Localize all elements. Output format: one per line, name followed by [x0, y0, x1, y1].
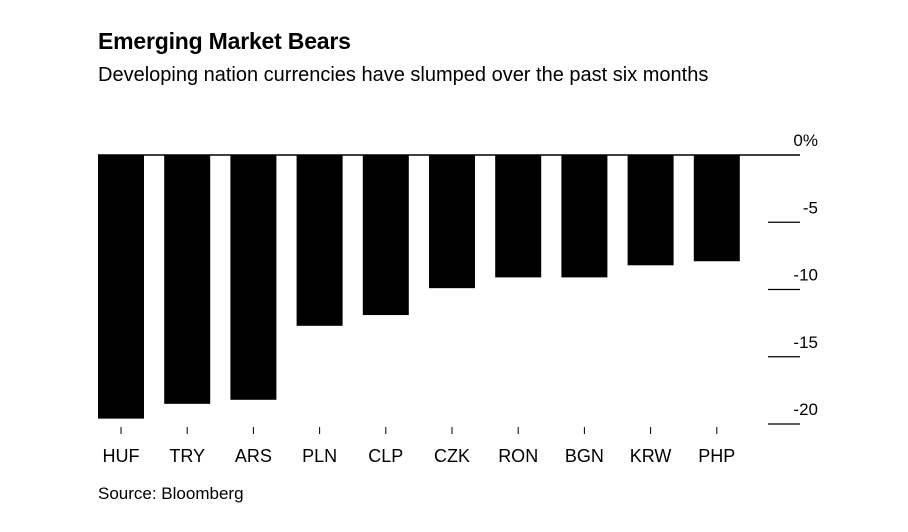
- y-tick-label-3: -15: [793, 333, 818, 352]
- y-tick-label-0: 0%: [793, 131, 818, 150]
- bar-pln: [296, 155, 343, 326]
- x-axis: HUF TRY ARS PLN CLP CZK RON BGN KRW PHP: [103, 427, 735, 466]
- bar-try: [164, 155, 211, 404]
- x-tick-label-huf: HUF: [103, 446, 140, 466]
- x-tick-label-try: TRY: [169, 446, 205, 466]
- x-tick-label-krw: KRW: [630, 446, 672, 466]
- y-axis: 0% -5 -10 -15 -20: [768, 131, 818, 425]
- source-note: Source: Bloomberg: [98, 484, 244, 503]
- bar-bgn: [561, 155, 608, 278]
- chart-subtitle: Developing nation currencies have slumpe…: [98, 64, 709, 86]
- x-tick-label-czk: CZK: [434, 446, 470, 466]
- chart-title: Emerging Market Bears: [98, 28, 351, 54]
- x-tick-label-pln: PLN: [302, 446, 337, 466]
- y-tick-label-1: -5: [803, 198, 818, 217]
- x-tick-label-ars: ARS: [235, 446, 272, 466]
- x-tick-label-clp: CLP: [368, 446, 403, 466]
- y-tick-label-2: -10: [793, 266, 818, 285]
- bar-krw: [627, 155, 674, 266]
- x-tick-label-bgn: BGN: [565, 446, 604, 466]
- bar-ron: [495, 155, 542, 278]
- bar-clp: [362, 155, 409, 316]
- y-tick-label-4: -20: [793, 400, 818, 419]
- x-tick-label-ron: RON: [498, 446, 538, 466]
- bar-huf: [98, 155, 144, 419]
- x-tick-label-php: PHP: [698, 446, 735, 466]
- bar-czk: [429, 155, 475, 289]
- bar-php: [693, 155, 740, 262]
- bars-group: [98, 155, 740, 419]
- bar-ars: [230, 155, 277, 400]
